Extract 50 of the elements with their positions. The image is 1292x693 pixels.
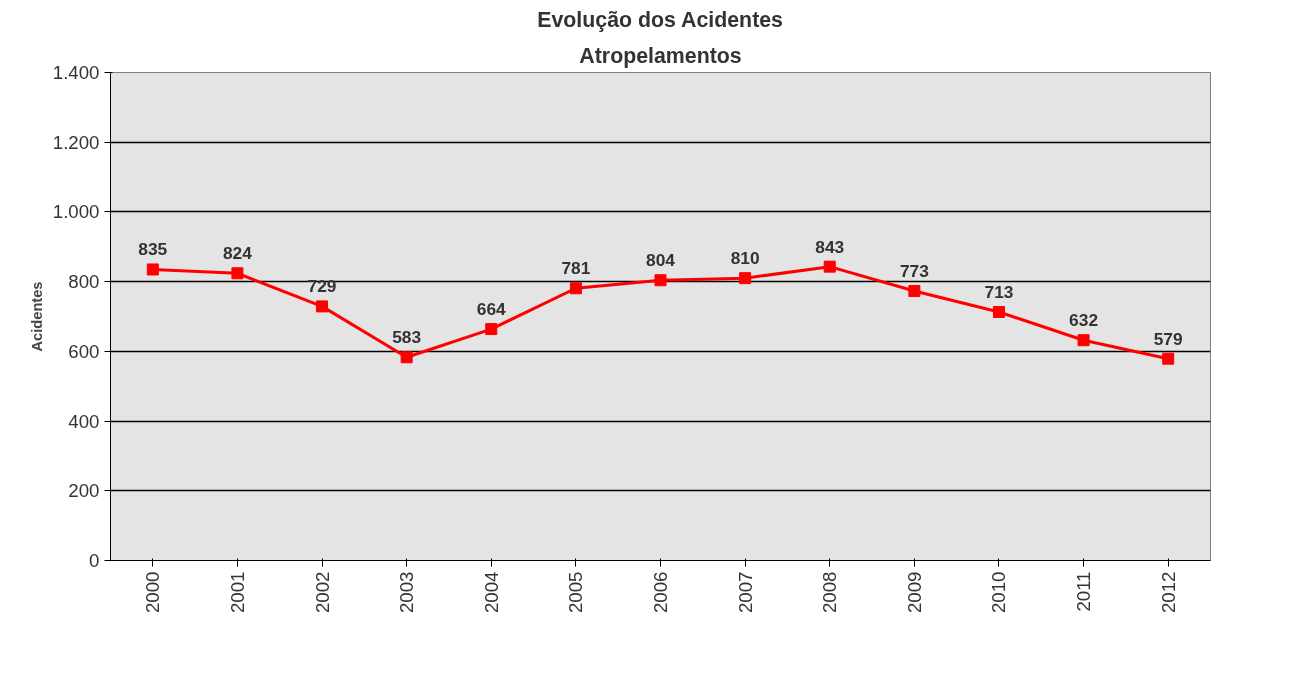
data-label: 824 <box>222 243 253 264</box>
y-tick-label: 600 <box>68 340 100 362</box>
point <box>823 260 836 273</box>
point <box>485 323 498 336</box>
data-label: 835 <box>138 239 168 260</box>
data-label: 804 <box>646 250 676 271</box>
x-tick-label: 2007 <box>734 571 756 613</box>
y-tick-label: 1.000 <box>52 201 100 223</box>
x-tick-label: 2004 <box>480 571 502 613</box>
x-tick-label: 2001 <box>226 571 248 613</box>
x-tick-label: 2012 <box>1157 571 1179 613</box>
y-tick-label: 1.400 <box>52 62 100 83</box>
point <box>231 267 244 280</box>
point <box>908 285 921 298</box>
x-tick-label: 2011 <box>1073 571 1095 612</box>
y-tick-label: 400 <box>68 410 100 432</box>
data-label: 773 <box>899 261 930 282</box>
x-tick-label: 2005 <box>565 571 587 613</box>
data-label: 632 <box>1069 310 1099 331</box>
data-label: 810 <box>730 248 760 269</box>
data-label: 843 <box>815 236 845 257</box>
chart-subtitle: Atropelamentos <box>579 43 742 68</box>
y-tick-label: 0 <box>89 550 100 571</box>
y-tick-label: 200 <box>68 480 100 502</box>
point <box>654 274 667 287</box>
data-label: 729 <box>307 276 337 297</box>
point <box>400 351 413 364</box>
point <box>992 305 1005 318</box>
y-tick-label: 800 <box>68 271 100 293</box>
point <box>146 263 159 276</box>
x-tick-label: 2000 <box>142 571 164 613</box>
data-label: 579 <box>1153 328 1183 349</box>
point <box>316 300 329 313</box>
data-label: 713 <box>984 281 1014 302</box>
point <box>739 272 752 285</box>
x-tick-label: 2008 <box>819 571 841 613</box>
x-tick-label: 2003 <box>396 571 418 613</box>
y-tick-label: 1.200 <box>52 131 100 153</box>
point <box>569 282 582 295</box>
data-label: 781 <box>561 258 591 279</box>
x-tick-label: 2006 <box>650 571 671 613</box>
y-axis-title: Acidentes <box>28 281 45 352</box>
chart-title: Evolução dos Acidentes <box>537 7 783 32</box>
data-label: 583 <box>392 327 422 348</box>
x-tick-label: 2010 <box>988 571 1010 613</box>
x-tick-label: 2002 <box>311 571 333 613</box>
point <box>1077 334 1090 347</box>
point <box>1162 352 1175 365</box>
x-tick-label: 2009 <box>903 571 925 613</box>
data-label: 664 <box>476 299 507 320</box>
